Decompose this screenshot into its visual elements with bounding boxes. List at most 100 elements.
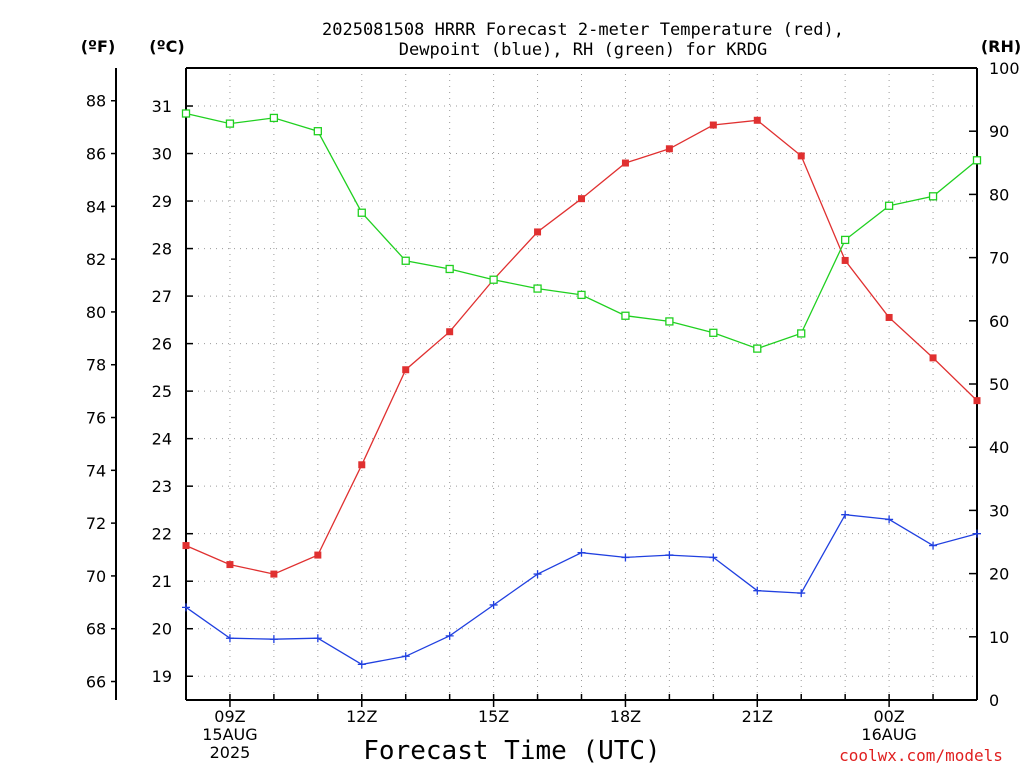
fahrenheit-unit-label: (ºF) [81,37,116,56]
x-tick-label: 15Z [478,707,509,726]
dewpoint-point [885,515,894,524]
dewpoint-point [445,631,454,640]
rh-tick-label: 20 [989,565,1009,584]
fahrenheit-tick-label: 86 [86,145,106,164]
rh-tick-label: 40 [989,438,1009,457]
dewpoint-point [973,529,981,538]
chart-title-line1: 2025081508 HRRR Forecast 2-meter Tempera… [322,20,844,40]
rh-point [357,208,366,217]
rh-point [884,201,894,210]
temperature-point [226,561,234,569]
rh-point [577,290,586,300]
rh-tick-label: 10 [989,628,1009,647]
rh-point [489,275,498,284]
celsius-tick-label: 28 [152,240,172,259]
dewpoint-point [269,635,278,644]
x-tick-label: 12Z [346,707,377,726]
celsius-tick-label: 31 [152,97,172,116]
x-tick-label: 16AUG [861,725,916,744]
dewpoint-point [929,541,938,550]
rh-point [928,192,938,201]
celsius-tick-label: 25 [152,382,172,401]
rh-unit-label: (RH) [981,37,1021,56]
rh-tick-label: 50 [989,375,1009,394]
fahrenheit-tick-label: 80 [86,303,106,322]
dewpoint-point [225,634,234,643]
dewpoint-point [753,586,762,595]
temperature-point [358,461,366,469]
temperature-point [578,195,585,203]
temperature-point [797,152,805,160]
dewpoint-point [621,553,630,562]
fahrenheit-tick-label: 74 [86,461,106,480]
x-tick-label: 09Z [214,707,245,726]
temperature-point [841,256,849,264]
rh-point [841,235,850,245]
x-tick-label: 2025 [210,743,251,762]
celsius-tick-label: 30 [152,145,172,164]
dewpoint-line [185,514,978,666]
dewpoint-point [533,570,542,579]
rh-point [181,109,191,118]
x-tick-label: 18Z [610,707,641,726]
celsius-tick-label: 27 [152,287,172,306]
rh-tick-label: 90 [989,122,1009,141]
celsius-tick-label: 29 [152,192,172,211]
rh-tick-label: 70 [989,249,1009,268]
celsius-tick-label: 22 [152,525,172,544]
dewpoint-point [841,510,850,519]
rh-point [313,127,322,136]
rh-tick-label: 30 [989,501,1009,520]
x-tick-label: 21Z [742,707,773,726]
temperature-point [973,397,981,405]
celsius-tick-label: 19 [152,667,172,686]
celsius-tick-label: 24 [152,430,172,449]
temperature-point [621,159,629,167]
temperature-point [270,570,278,578]
rh-point [753,344,762,353]
dewpoint-point [401,652,410,661]
rh-point [797,329,806,338]
x-axis-label: Forecast Time (UTC) [363,736,660,766]
dewpoint-point [313,634,322,643]
fahrenheit-tick-label: 68 [86,620,106,639]
temperature-point [402,366,410,374]
axes [111,67,978,707]
rh-tick-label: 80 [989,185,1009,204]
rh-line [185,112,978,350]
rh-point [972,156,982,165]
series-layer [181,109,982,669]
series-temperature [182,116,981,578]
temperature-point [709,121,717,129]
series-dewpoint [182,510,981,669]
rh-point [401,256,410,265]
fahrenheit-tick-label: 76 [86,409,106,428]
temperature-point [446,328,454,336]
chart-title-line2: Dewpoint (blue), RH (green) for KRDG [399,40,767,60]
dewpoint-point [182,603,190,612]
fahrenheit-tick-label: 70 [86,567,106,586]
rh-tick-label: 100 [989,59,1020,78]
temperature-point [753,116,761,124]
dewpoint-point [709,553,718,562]
rh-point [621,311,630,320]
celsius-tick-label: 26 [152,335,172,354]
x-tick-label: 15AUG [202,725,257,744]
celsius-unit-label: (ºC) [149,37,184,56]
rh-point [269,113,279,123]
temperature-point [314,551,322,559]
celsius-tick-label: 20 [152,620,172,639]
dewpoint-point [665,551,674,560]
rh-point [533,284,542,293]
temperature-point [929,354,937,362]
fahrenheit-tick-label: 66 [86,673,106,692]
dewpoint-point [357,660,366,669]
fahrenheit-tick-label: 84 [86,197,106,216]
rh-point [445,264,454,274]
rh-tick-label: 0 [989,691,999,710]
credit-text: coolwx.com/models [839,746,1003,765]
grid-lines [186,68,977,700]
celsius-tick-label: 23 [152,477,172,496]
dewpoint-point [797,589,806,598]
